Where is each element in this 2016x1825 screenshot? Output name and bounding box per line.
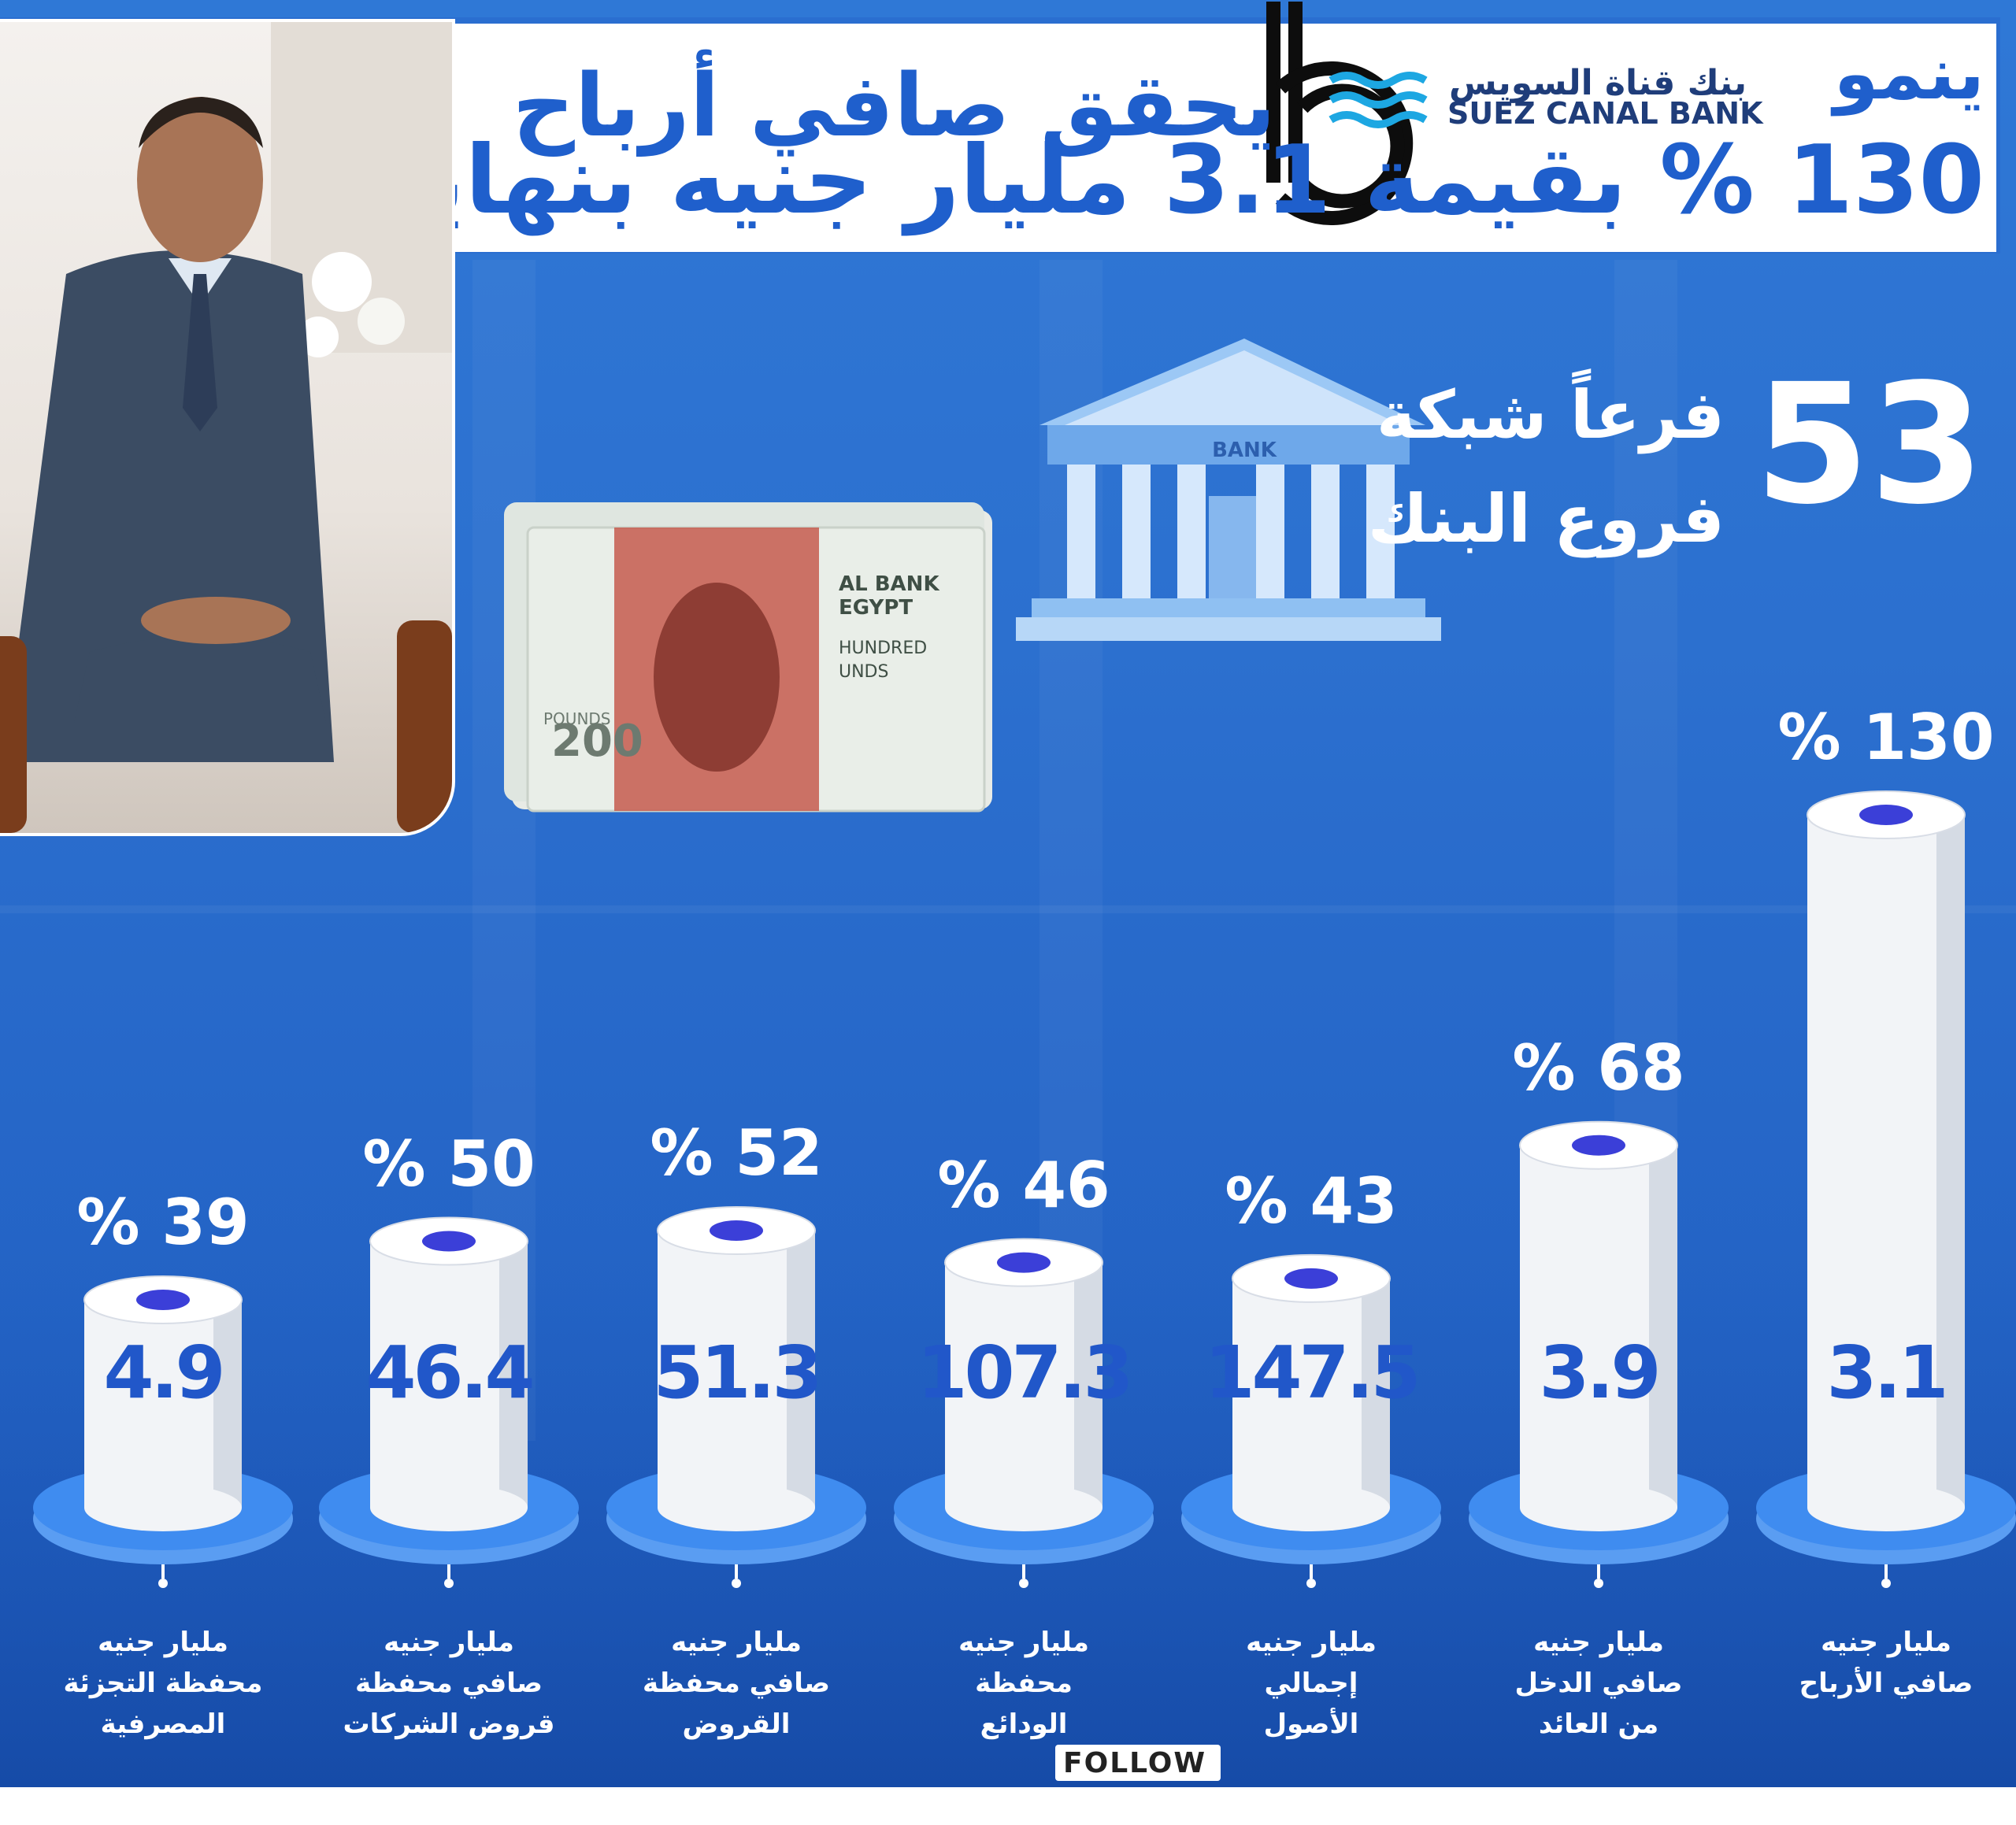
cylinder-shade [787,1231,815,1508]
logo-arabic-name: بنك قناة السويس [1449,63,1747,103]
bar-category-label-line: مليار جنيه [1821,1627,1951,1658]
bar-category-label-line: محفظة [975,1668,1073,1699]
cylinder-shade [1074,1262,1102,1508]
bar-category-label-line: مليار جنيه [958,1627,1089,1658]
bar-category-label-line: المصرفية [100,1708,226,1740]
cylinder-bottom [1520,1484,1677,1531]
bank-logo-icon [1266,2,1428,225]
banknote-stack-icon: 200 POUNDS AL BANK EGYPT HUNDRED UNDS [504,502,992,813]
banknote-country-label: EGYPT [839,596,913,620]
bar-value-label: 107.3 [917,1331,1133,1415]
bar-category-label: مليار جنيه صافي الدخل من العائد [1465,1622,1732,1745]
label-connector-dot [444,1579,454,1588]
bar-value-label: 3.1 [1826,1331,1949,1415]
bar-value-label: 4.9 [103,1331,226,1415]
bar-category-label: مليار جنيه محفظة التجزئة المصرفية [29,1622,297,1745]
cylinder-top-hole [997,1252,1051,1273]
banknote-denomination: 200 [551,716,643,767]
bar-category-label-line: قروض الشركات [343,1708,555,1740]
growth-percent-label: % 130 [1777,701,1995,774]
growth-percent-label: % 50 [362,1127,536,1201]
bar-category-label: مليار جنيه صافي الأرباح [1752,1622,2016,1704]
label-connector-dot [1019,1579,1028,1588]
person-illustration [0,22,452,833]
cylinder-bottom [84,1484,242,1531]
bar-category-label-line: مليار جنيه [671,1627,802,1658]
bar-category-label: مليار جنيه إجمالي الأصول [1177,1622,1445,1745]
label-connector-dot [732,1579,741,1588]
cylinder-top-hole [1284,1268,1338,1289]
bar-category-label: مليار جنيه صافي محفظة قروض الشركات [315,1622,583,1745]
ceo-portrait-photo [0,19,455,836]
branches-count: 53 [1755,348,1985,541]
bar-value-label: 51.3 [653,1331,823,1415]
bar-value-label: 46.4 [365,1331,536,1415]
bank-building-sign: BANK [1212,439,1277,462]
growth-percent-label: % 68 [1512,1031,1685,1105]
growth-percent-label: % 46 [937,1148,1110,1222]
banknote-pounds-label-2: UNDS [839,662,888,682]
branches-label-line-2: فروع البنك [1367,480,1725,557]
bar-category-label-line: مليار جنيه [1533,1627,1664,1658]
bank-building-icon: BANK [1016,339,1441,641]
cylinder-bottom [370,1484,528,1531]
cylinder-bottom [1232,1484,1390,1531]
bar-category-label-line: صافي محفظة [643,1668,830,1699]
cylinder-top-hole [1859,805,1913,825]
cylinder-shade [213,1300,242,1508]
title-panel [441,24,1996,252]
bar-category-label-line: الأصول [1263,1708,1359,1740]
cylinder-bottom [1807,1484,1965,1531]
cylinder-top-hole [1572,1135,1625,1156]
label-connector-dot [1306,1579,1316,1588]
cylinder-bottom [658,1484,815,1531]
bar-category-label-line: إجمالي [1264,1668,1358,1699]
footer-brand-logo: FOLLOW [1063,1747,1207,1779]
bar-value-label: 147.5 [1204,1331,1421,1415]
footer-brand-badge [1055,1745,1221,1781]
banknote-bank-label: AL BANK [839,572,939,596]
headline-prefix: ينمو [1833,31,1984,116]
label-connector-dot [1594,1579,1603,1588]
bar-category-label-line: صافي الأرباح [1799,1668,1973,1699]
bar-value-label: 3.9 [1539,1331,1662,1415]
cylinder-shade [499,1241,528,1508]
bar-category-label-line: مليار جنيه [1246,1627,1377,1658]
branches-label-line-1: فرعاً شبكة [1376,376,1725,453]
banknote-pounds-label: POUNDS [543,709,611,728]
bar-category-label-line: الودائع [980,1708,1068,1740]
label-connector-dot [158,1579,168,1588]
cylinder-shade [1936,815,1965,1508]
banknote-hundred-label: HUNDRED [839,639,927,658]
growth-percent-label: % 52 [650,1116,823,1190]
label-connector-dot [1881,1579,1891,1588]
cylinder-shade [1362,1278,1390,1508]
bar-category-label-line: مليار جنيه [384,1627,514,1658]
logo-english-name: SUEZ CANAL BANK [1447,96,1763,131]
growth-percent-label: % 43 [1225,1164,1398,1238]
growth-percent-label: % 39 [76,1186,250,1259]
bar-category-label: مليار جنيه محفظة الودائع [890,1622,1158,1745]
bar-category-label-line: مليار جنيه [98,1627,228,1658]
cylinder-top-hole [136,1290,190,1310]
cylinder-shade [1649,1145,1677,1508]
bar-category-label-line: من العائد [1538,1708,1659,1740]
bar-category-label-line: صافي محفظة [355,1668,543,1699]
cylinder-bottom [945,1484,1102,1531]
cylinder-top-hole [422,1231,476,1252]
cylinder-top-hole [710,1220,763,1241]
bar-category-label-line: صافي الدخل [1514,1668,1683,1699]
headline-line-1: يحقق صافي أرباح [512,55,1276,156]
bar-category-label-line: محفظة التجزئة [63,1668,263,1699]
bar-category-label: مليار جنيه صافي محفظة القروض [602,1622,870,1745]
bar-category-label-line: القروض [682,1708,791,1740]
